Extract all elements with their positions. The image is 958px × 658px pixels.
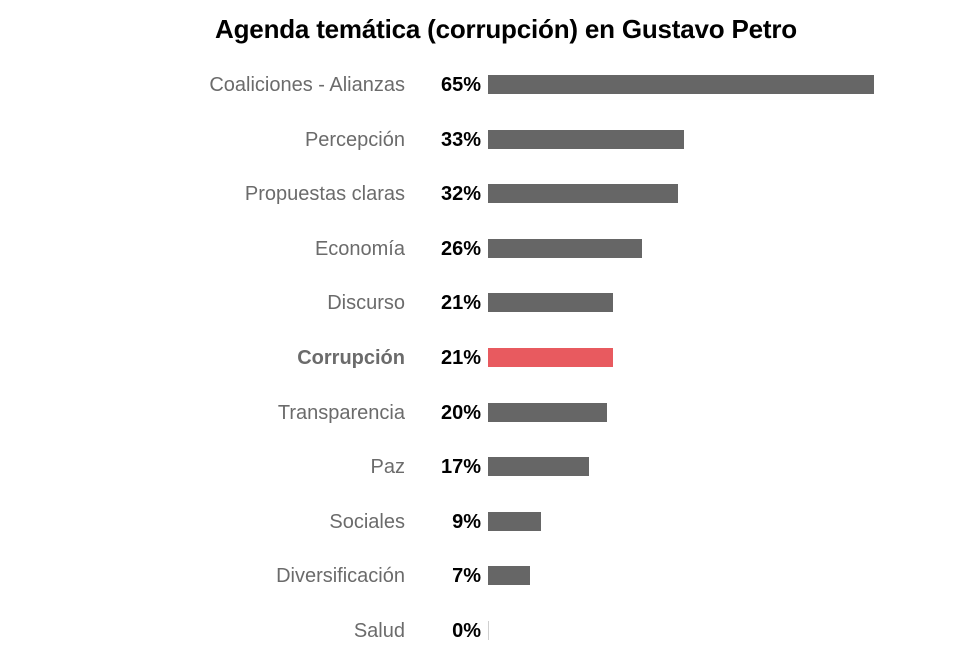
bar (488, 457, 589, 476)
category-label: Sociales (329, 511, 405, 533)
bar-row: Sociales 9% (0, 507, 958, 537)
bar-row: Salud 0% (0, 616, 958, 646)
bar (488, 184, 678, 203)
category-label: Diversificación (276, 565, 405, 587)
bar (488, 403, 607, 422)
value-label: 21% (440, 347, 481, 369)
chart-title: Agenda temática (corrupción) en Gustavo … (215, 14, 797, 44)
bar-row: Paz 17% (0, 452, 958, 482)
bar (488, 239, 642, 258)
category-label: Coaliciones - Alianzas (209, 74, 405, 96)
category-label: Discurso (327, 292, 405, 314)
value-label: 32% (440, 183, 481, 205)
category-label: Corrupción (297, 347, 405, 369)
bar-row: Corrupción 21% (0, 343, 958, 373)
bar-row: Economía 26% (0, 234, 958, 264)
bar-row: Coaliciones - Alianzas 65% (0, 70, 958, 100)
bar-row: Percepción 33% (0, 125, 958, 155)
value-label: 7% (452, 565, 481, 587)
value-label: 33% (440, 129, 481, 151)
category-label: Percepción (304, 129, 405, 151)
bar (488, 130, 684, 149)
category-label: Economía (314, 238, 405, 260)
category-label: Salud (353, 620, 405, 642)
value-label: 26% (440, 238, 481, 260)
value-label: 21% (440, 292, 481, 314)
category-label: Paz (370, 456, 405, 478)
value-label: 9% (452, 511, 481, 533)
bar (488, 566, 530, 585)
bar (488, 293, 613, 312)
bar-zero (488, 621, 489, 640)
category-label: Transparencia (277, 402, 405, 424)
bar-highlight (488, 348, 613, 367)
value-label: 17% (440, 456, 481, 478)
bar-row: Propuestas claras 32% (0, 179, 958, 209)
value-label: 20% (440, 402, 481, 424)
bar (488, 512, 541, 531)
bar-row: Discurso 21% (0, 288, 958, 318)
value-label: 0% (452, 620, 481, 642)
category-label: Propuestas claras (244, 183, 405, 205)
bar (488, 75, 874, 94)
bar-row: Transparencia 20% (0, 398, 958, 428)
bar-row: Diversificación 7% (0, 561, 958, 591)
value-label: 65% (440, 74, 481, 96)
